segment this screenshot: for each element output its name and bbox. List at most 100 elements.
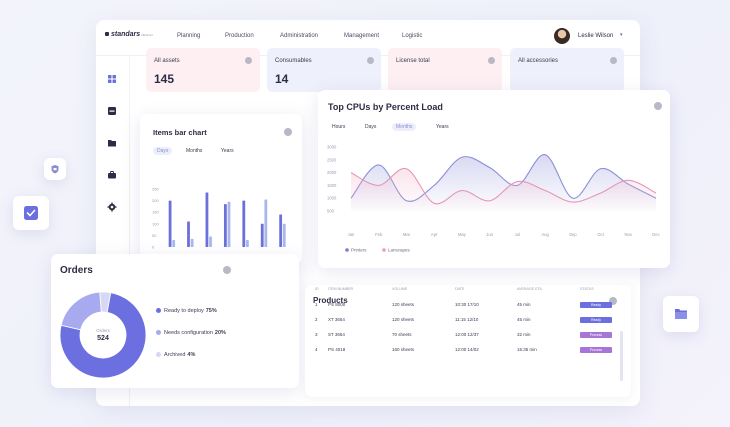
x-tick-label: Nov	[625, 232, 633, 237]
cell-volume: 120 sheets	[392, 302, 415, 307]
cell-eta: 32 min	[517, 332, 531, 337]
nav-production[interactable]: Production	[225, 33, 254, 39]
bar-series-1	[279, 214, 283, 247]
tab-months[interactable]: Months	[186, 148, 203, 154]
cell-id: 3	[315, 332, 318, 337]
status-badge: Process	[580, 346, 612, 353]
card-title: Items bar chart	[153, 128, 207, 137]
info-icon[interactable]	[245, 57, 252, 64]
card-title: Top CPUs by Percent Load	[328, 102, 443, 112]
stat-value: 14	[275, 72, 289, 86]
column-header-item-number[interactable]: ITEM NUMBER	[328, 287, 354, 291]
table-scrollbar[interactable]	[620, 331, 623, 381]
status-badge: Ready	[580, 301, 612, 308]
bar-series-2	[246, 240, 249, 247]
stat-card-all-assets[interactable]: All assets 145	[146, 48, 260, 92]
items-bar-chart-card: Items bar chart Days Months Years 250 200…	[140, 114, 302, 264]
area-lanscapes	[351, 168, 656, 211]
cell-id: 4	[315, 347, 318, 352]
info-icon[interactable]	[223, 266, 231, 274]
folder-icon	[675, 309, 687, 319]
info-icon[interactable]	[488, 57, 495, 64]
y-tick-label: 150	[152, 210, 159, 215]
chevron-down-icon: ▾	[620, 32, 623, 38]
floating-checkbox-tile	[13, 196, 49, 230]
bar-series-1	[168, 200, 172, 247]
cell-date: 12:00 12/37	[455, 332, 479, 337]
tab-years[interactable]: Years	[436, 124, 449, 130]
grid-icon[interactable]	[107, 74, 117, 84]
stat-card-license-total[interactable]: License total	[388, 48, 502, 92]
donut-center-value: 524	[97, 335, 109, 342]
x-tick-label: Feb	[375, 232, 383, 237]
orders-card: Orders Orders 524 Ready to deploy 75% Need…	[51, 254, 299, 388]
column-header-volume[interactable]: VOLUME	[392, 287, 408, 291]
stat-card-consumables[interactable]: Consumables 14	[267, 48, 381, 92]
legend-dot	[382, 248, 386, 252]
cell-date: 10:30 17/10	[455, 302, 479, 307]
info-icon[interactable]	[284, 128, 292, 136]
column-header-date[interactable]: DATE	[455, 287, 465, 291]
stat-value: 145	[154, 72, 175, 86]
nav-planning[interactable]: Planning	[177, 33, 201, 39]
nav-management[interactable]: Management	[344, 33, 380, 39]
logo[interactable]: standarsDESIGN	[105, 31, 153, 38]
y-tick-label: 50	[152, 233, 157, 238]
y-tick-label: 500	[327, 209, 335, 214]
y-tick-label: 200	[152, 198, 159, 203]
bar-series-1	[242, 200, 246, 247]
cell-id: 1	[315, 302, 318, 307]
tab-months[interactable]: Months	[392, 123, 417, 131]
column-header-status[interactable]: STATUS	[580, 287, 594, 291]
tab-hours[interactable]: Hours	[332, 124, 346, 130]
legend-label: Lanscapes	[388, 248, 411, 253]
x-tick-label: Dec	[652, 232, 659, 237]
info-icon[interactable]	[654, 102, 662, 110]
bar-series-2	[227, 201, 231, 247]
donut-slice	[99, 291, 112, 313]
cell-date: 11:15 12/10	[455, 317, 479, 322]
briefcase-icon[interactable]	[107, 170, 117, 180]
cell-id: 2	[315, 317, 318, 322]
info-icon[interactable]	[367, 57, 374, 64]
tab-years[interactable]: Years	[221, 148, 234, 154]
tab-days[interactable]: Days	[153, 147, 173, 155]
legend-archived: Archived 4%	[156, 352, 195, 358]
info-icon[interactable]	[609, 297, 617, 305]
x-tick-label: Aug	[541, 232, 549, 237]
info-icon[interactable]	[610, 57, 617, 64]
stat-label: License total	[396, 58, 430, 64]
legend-label: Printers	[351, 248, 367, 253]
y-tick-label: 0	[152, 245, 155, 250]
folder-icon[interactable]	[107, 138, 117, 148]
nav-administration[interactable]: Administration	[280, 33, 319, 39]
products-card: Products	[305, 285, 631, 397]
bar-series-1	[260, 223, 264, 247]
bar-series-2	[264, 199, 268, 247]
orders-donut-chart: Orders 524	[59, 291, 147, 379]
donut-hole	[80, 312, 126, 358]
column-header-id[interactable]: ID	[315, 287, 319, 291]
gear-icon[interactable]	[107, 202, 117, 212]
cell-item: ST 3654	[328, 332, 345, 337]
x-tick-label: Oct	[597, 232, 604, 237]
cell-volume: 70 sheets	[392, 332, 412, 337]
stat-card-all-accessories[interactable]: All accessories	[510, 48, 624, 92]
cell-eta: 45 min	[517, 302, 531, 307]
y-tick-label: 3000	[327, 145, 337, 150]
items-bar-chart: 250200150100500123	[152, 187, 286, 258]
status-badge: Process	[580, 331, 612, 338]
legend-ready-to-deploy: Ready to deploy 75%	[156, 308, 217, 314]
bar-series-2	[190, 238, 194, 247]
y-tick-label: 2000	[327, 170, 337, 175]
column-header-average-eta[interactable]: AVERAGE ETA	[517, 287, 542, 291]
legend-dot	[156, 352, 161, 358]
stat-label: Consumables	[275, 58, 312, 64]
inbox-icon[interactable]	[107, 106, 117, 116]
nav-logistic[interactable]: Logistic	[402, 33, 423, 39]
y-tick-label: 250	[152, 187, 159, 192]
cell-item: PS 8000	[328, 302, 346, 307]
bar-series-1	[187, 221, 190, 247]
tab-days[interactable]: Days	[365, 124, 377, 130]
cell-item: PS 4018	[328, 347, 346, 352]
